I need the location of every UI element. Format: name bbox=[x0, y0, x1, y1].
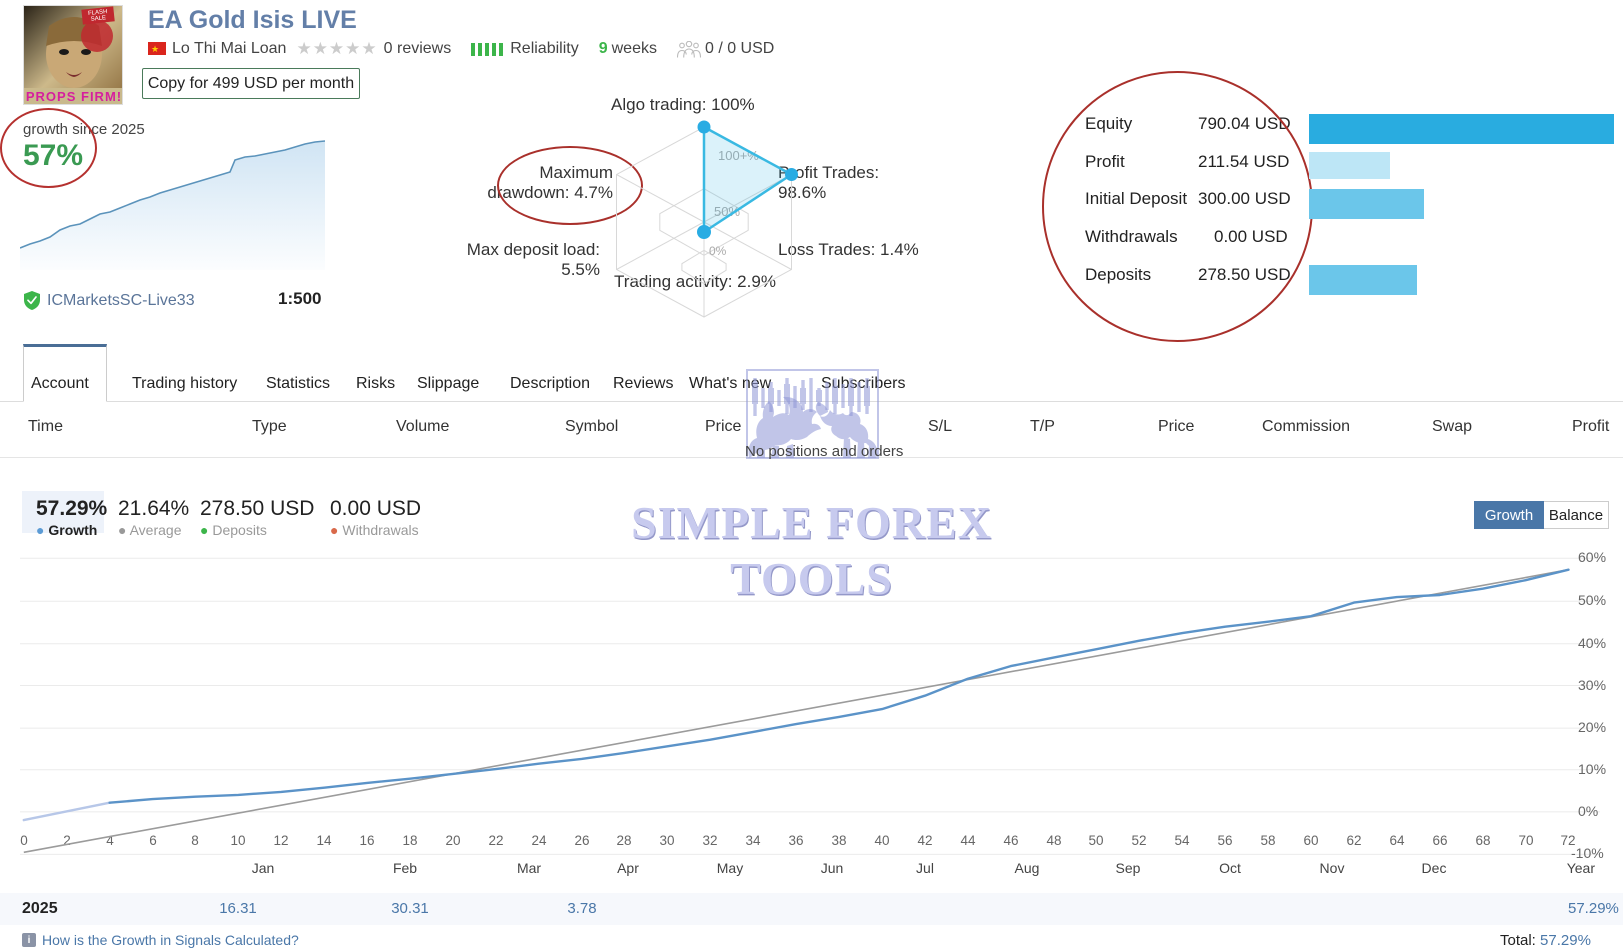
svg-text:0%: 0% bbox=[709, 244, 727, 258]
